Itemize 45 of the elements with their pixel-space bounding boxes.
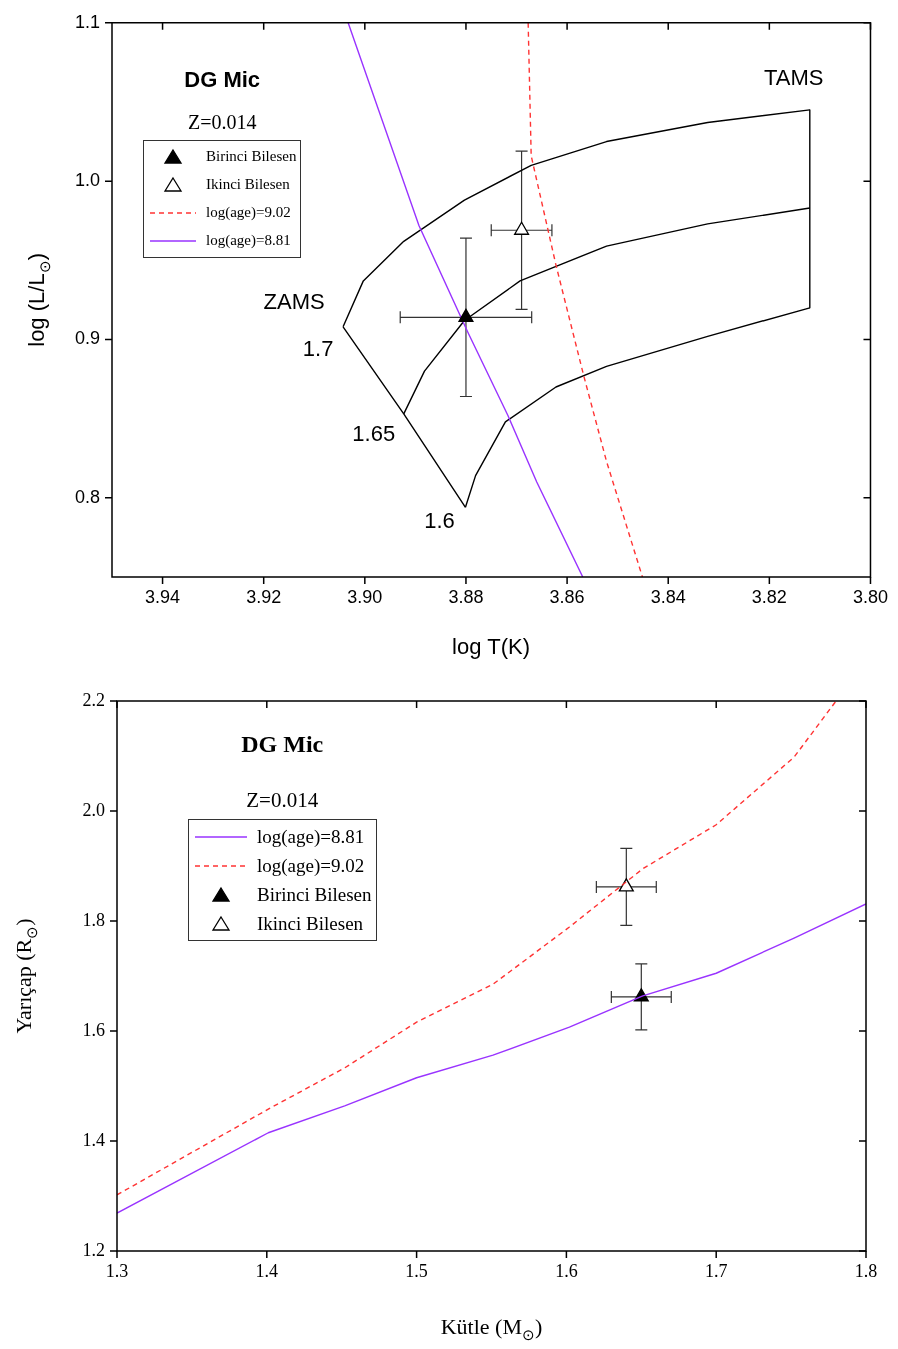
x-tick-label: 3.88 — [448, 586, 484, 607]
annotation: 1.6 — [424, 508, 455, 534]
text: Z=0.014 — [187, 110, 257, 134]
legend-label: Birinci Bilesen — [257, 883, 372, 906]
legend-label: log(age)=9.02 — [206, 204, 291, 222]
legend-label: log(age)=9.02 — [257, 854, 365, 877]
y-tick-label: 1.4 — [82, 1129, 105, 1150]
y-tick-label: 1.0 — [74, 170, 100, 191]
x-tick-label: 1.7 — [704, 1260, 728, 1281]
text: DG Mic — [241, 731, 324, 758]
y-tick-label: 1.2 — [82, 1239, 105, 1260]
y-tick-label: 2.2 — [82, 689, 105, 710]
y-tick-label: 1.6 — [82, 1019, 105, 1040]
x-tick-label: 1.5 — [405, 1260, 428, 1281]
y-axis-title: Yarıçap (R⊙) — [10, 918, 40, 1034]
annotation: 1.65 — [352, 420, 396, 446]
x-tick-label: 1.8 — [854, 1260, 878, 1281]
legend-label: log(age)=8.81 — [257, 825, 365, 848]
y-tick-label: 2.0 — [82, 799, 105, 820]
y-tick-label: 0.8 — [74, 486, 100, 507]
legend-label: log(age)=8.81 — [206, 232, 291, 250]
x-tick-label: 3.90 — [347, 586, 383, 607]
x-tick-label: 3.94 — [145, 586, 181, 607]
annotation: TAMS — [764, 64, 824, 90]
y-tick-label: 1.1 — [74, 11, 100, 32]
x-axis-title: Kütle (M⊙) — [440, 1313, 543, 1343]
annotation: 1.7 — [302, 335, 334, 361]
y-axis-title: log (L/L⊙) — [24, 253, 53, 347]
x-tick-label: 1.6 — [555, 1260, 578, 1281]
x-axis-title: log T(K) — [452, 634, 530, 660]
x-tick-label: 3.80 — [852, 586, 889, 607]
x-tick-label: 3.86 — [549, 586, 585, 607]
legend-label: Ikinci Bilesen — [257, 912, 364, 935]
text: Z=0.014 — [246, 788, 319, 813]
x-tick-label: 1.3 — [105, 1260, 129, 1281]
x-tick-label: 3.84 — [650, 586, 686, 607]
y-tick-label: 1.8 — [82, 909, 105, 930]
y-tick-label: 0.9 — [74, 328, 100, 349]
text: DG Mic — [184, 66, 261, 93]
x-tick-label: 3.82 — [751, 586, 787, 607]
x-tick-label: 3.92 — [246, 586, 282, 607]
legend-label: Birinci Bilesen — [206, 148, 297, 166]
x-tick-label: 1.4 — [255, 1260, 279, 1281]
annotation: ZAMS — [263, 288, 325, 314]
legend-label: Ikinci Bilesen — [206, 176, 290, 194]
